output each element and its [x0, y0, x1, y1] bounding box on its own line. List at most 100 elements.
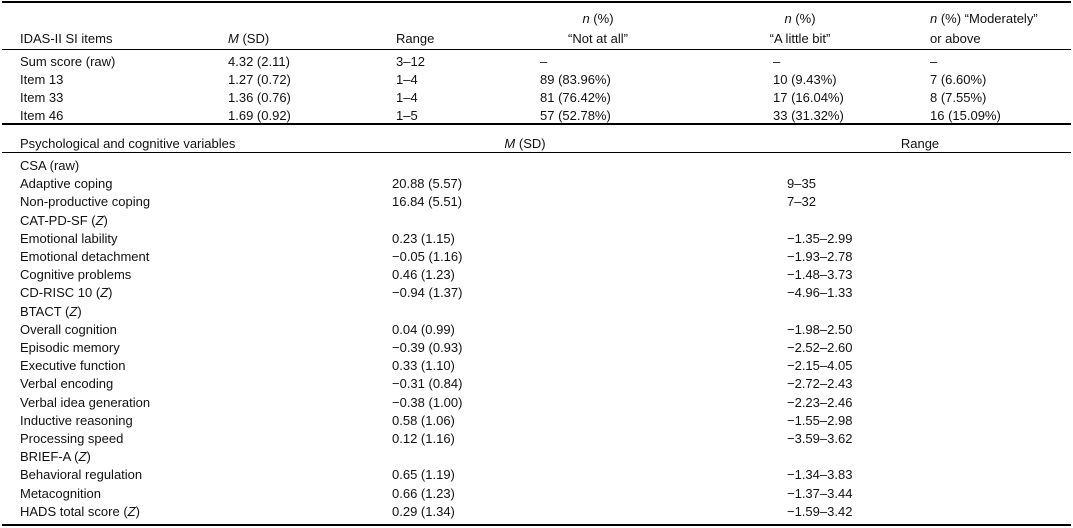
cell: −1.37–3.44 [787, 485, 853, 501]
cell: 7 (6.60%) [930, 71, 987, 87]
cell: 81 (76.42%) [540, 89, 611, 105]
text-run: CAT-PD-SF ( [20, 212, 96, 228]
text-run: (%) [589, 11, 614, 26]
column-header: “A little bit” [600, 31, 1000, 46]
cell: 9–35 [787, 176, 816, 192]
row-label: HADS total score (Z) [20, 504, 140, 519]
cell: 20.88 (5.57) [392, 176, 463, 192]
column-header: Range [720, 136, 1073, 151]
row-label: Emotional lability [20, 230, 118, 246]
text-run: ) [135, 503, 140, 519]
column-header: n (%) [600, 11, 1000, 26]
cell: 3–12 [396, 53, 425, 69]
row-label: Non-productive coping [20, 194, 151, 210]
italic-run: n [784, 11, 792, 26]
cell: −2.23–2.46 [787, 394, 853, 410]
column-header: M (SD) [325, 136, 725, 151]
text-run: (SD) [515, 135, 546, 151]
cell: 0.04 (0.99) [392, 321, 455, 337]
cell: 16.84 (5.51) [392, 194, 463, 210]
cell: 1.69 (0.92) [228, 107, 291, 123]
cell: 0.33 (1.10) [392, 358, 455, 374]
row-label: Adaptive coping [20, 176, 113, 192]
cell: 1.27 (0.72) [228, 71, 291, 87]
cell: 1.36 (0.76) [228, 89, 291, 105]
cell: 0.23 (1.15) [392, 230, 455, 246]
italic-run: Z [127, 503, 136, 519]
text-run: CD-RISC 10 ( [20, 285, 101, 301]
cell: 57 (52.78%) [540, 107, 611, 123]
text-run: IDAS-II SI items [20, 31, 113, 46]
cell: 0.58 (1.06) [392, 412, 455, 428]
italic-run: M [228, 31, 239, 46]
cell: −1.48–3.73 [787, 267, 853, 283]
row-label: Processing speed [20, 431, 124, 446]
cell: −2.72–2.43 [787, 376, 853, 392]
row-label: Episodic memory [20, 340, 120, 355]
cell: 0.12 (1.16) [392, 431, 455, 446]
row-label: BTACT (Z) [20, 304, 82, 319]
text-run: ) [86, 449, 91, 465]
text-run: Psychological and cognitive variables [20, 135, 236, 151]
text-run: (%) [791, 11, 816, 26]
row-label: Item 13 [20, 71, 64, 87]
row-label: Behavioral regulation [20, 467, 143, 483]
cell: 8 (7.55%) [930, 89, 987, 105]
cell: 7–32 [787, 194, 816, 210]
text-run: or above [930, 31, 981, 46]
italic-run: Z [78, 449, 87, 465]
column-header: IDAS-II SI items [20, 31, 112, 46]
column-header: Psychological and cognitive variables [20, 136, 235, 151]
row-label: Item 33 [20, 89, 64, 105]
cell: −0.94 (1.37) [392, 285, 463, 301]
row-label: Sum score (raw) [20, 53, 116, 69]
text-run: BTACT ( [20, 303, 70, 319]
italic-run: n [582, 11, 590, 26]
cell: −0.38 (1.00) [392, 394, 463, 410]
cell: −1.93–2.78 [787, 249, 853, 264]
cell: 1–4 [396, 71, 418, 87]
row-label: Overall cognition [20, 321, 117, 337]
cell: −1.98–2.50 [787, 321, 853, 337]
cell: 4.32 (2.11) [228, 53, 290, 69]
text-run: “Not at all” [568, 31, 628, 46]
italic-run: Z [100, 285, 109, 301]
cell: −2.52–2.60 [787, 340, 853, 355]
cell: – [540, 53, 548, 69]
cell: 0.46 (1.23) [392, 267, 455, 283]
text-run: ) [108, 285, 113, 301]
cell: 10 (9.43%) [773, 71, 837, 87]
row-label: Executive function [20, 358, 126, 374]
column-header: “Not at all” [398, 31, 798, 46]
row-label: Inductive reasoning [20, 412, 133, 428]
cell: −1.55–2.98 [787, 412, 853, 428]
row-label: CD-RISC 10 (Z) [20, 285, 112, 300]
row-label: BRIEF-A (Z) [20, 449, 91, 464]
row-label: CAT-PD-SF (Z) [20, 213, 108, 228]
italic-run: Z [69, 303, 78, 319]
cell: 17 (16.04%) [773, 89, 844, 105]
cell: – [930, 53, 938, 69]
row-label: Cognitive problems [20, 267, 132, 283]
cell: −4.96–1.33 [787, 285, 853, 301]
cell: 1–5 [396, 107, 418, 123]
text-run: Range [396, 31, 435, 46]
text-run: (%) “Moderately” [937, 11, 1038, 26]
text-run: ) [103, 212, 108, 228]
rule-bottom [2, 524, 1071, 526]
row-label: Verbal idea generation [20, 394, 151, 410]
text-run: HADS total score ( [20, 503, 128, 519]
italic-run: Z [95, 212, 104, 228]
rule-top [2, 1, 1071, 3]
cell: 0.29 (1.34) [392, 503, 455, 519]
italic-run: M [504, 135, 516, 151]
cell: 1–4 [396, 89, 418, 105]
text-run: BRIEF-A ( [20, 449, 79, 465]
cell: 33 (31.32%) [773, 107, 844, 123]
column-header: n (%) [398, 11, 798, 26]
cell: 89 (83.96%) [540, 71, 611, 87]
cell: −1.34–3.83 [787, 467, 853, 483]
cell: −0.05 (1.16) [392, 249, 463, 264]
row-label: Item 46 [20, 107, 64, 123]
